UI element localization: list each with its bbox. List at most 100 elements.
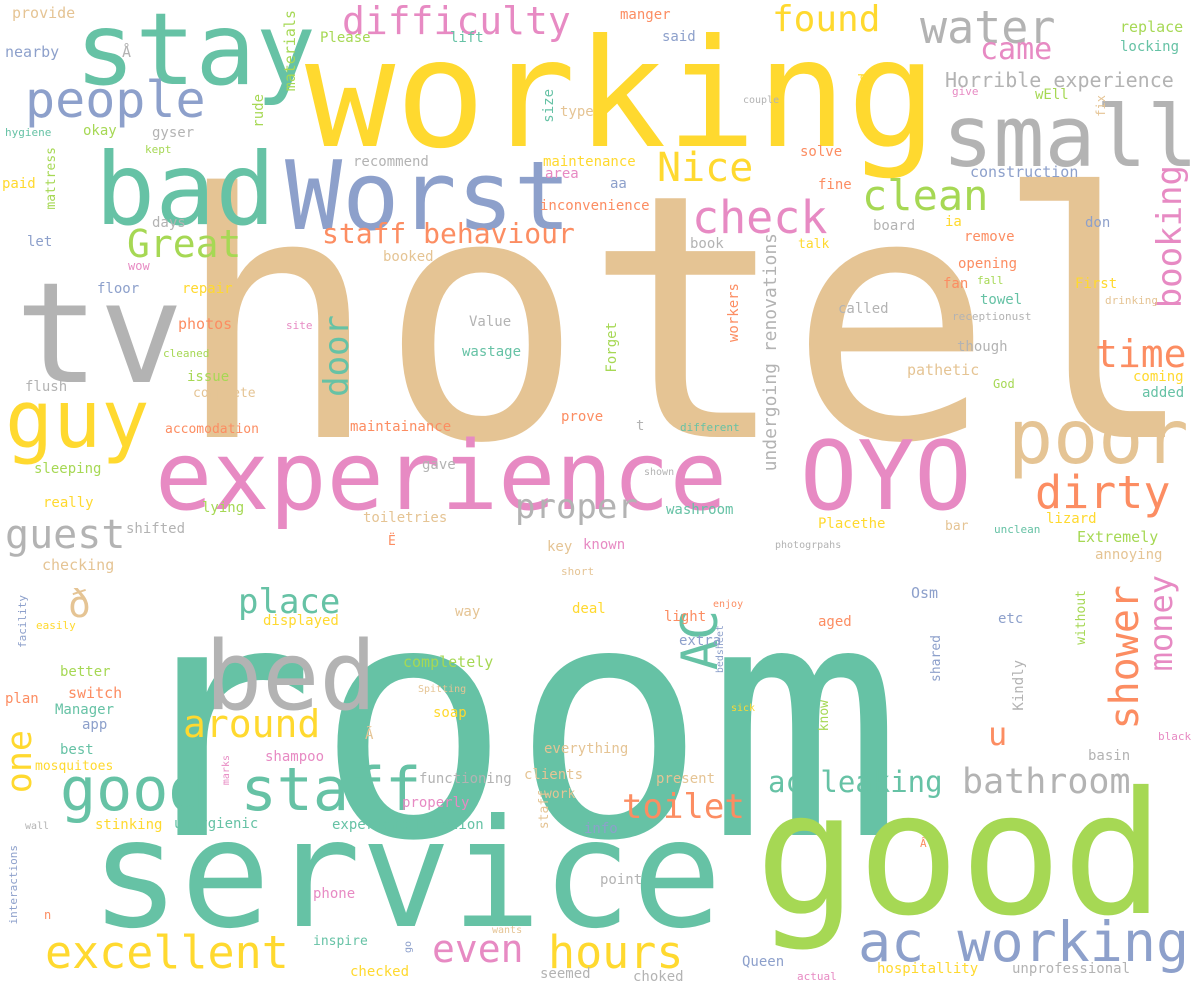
cloud-word: lizard <box>1046 511 1097 527</box>
cloud-word: short <box>561 565 595 578</box>
cloud-word: maintainance <box>350 419 452 435</box>
cloud-word: one <box>0 730 40 794</box>
cloud-word: give <box>952 85 979 98</box>
cloud-word: better <box>60 664 111 680</box>
cloud-word: issue <box>187 369 230 385</box>
cloud-word: pathetic <box>907 361 980 379</box>
cloud-word: lying <box>202 500 245 516</box>
cloud-word: really <box>43 495 94 511</box>
cloud-word: towel <box>980 292 1023 308</box>
cloud-word: properly <box>402 795 470 811</box>
cloud-word: switch <box>68 684 123 702</box>
cloud-word: undergoing renovations <box>760 233 781 472</box>
cloud-word: guest <box>5 512 126 558</box>
cloud-word: cleaned <box>163 347 210 360</box>
cloud-word: type <box>560 104 594 120</box>
cloud-word: displayed <box>263 613 339 629</box>
cloud-word: aged <box>818 614 852 630</box>
cloud-word: Great <box>127 222 242 266</box>
cloud-word: don <box>1085 215 1111 231</box>
cloud-word: Manager <box>55 702 115 718</box>
cloud-word: drinking <box>1105 294 1158 307</box>
cloud-word: guy <box>5 373 150 466</box>
cloud-word: best <box>60 742 94 758</box>
cloud-word: place <box>238 582 341 622</box>
cloud-word: found <box>772 0 881 40</box>
cloud-word: unhygienic <box>174 816 259 832</box>
cloud-word: Â <box>920 837 927 850</box>
cloud-word: solve <box>800 144 843 160</box>
cloud-word: Spitting <box>418 684 467 695</box>
cloud-word: etc <box>998 611 1024 627</box>
cloud-word: excellent <box>45 926 289 979</box>
cloud-word: construction <box>970 163 1079 181</box>
cloud-word: rude <box>251 94 267 128</box>
cloud-word: shower <box>1102 585 1148 730</box>
cloud-word: mosquitoes <box>35 759 114 774</box>
cloud-word: room <box>120 533 903 912</box>
cloud-word: deal <box>572 601 606 617</box>
cloud-word: clients <box>524 767 584 783</box>
cloud-word: okay <box>83 123 117 139</box>
cloud-word: different <box>680 421 740 434</box>
cloud-word: difficulty <box>342 0 571 43</box>
cloud-word: unprofessional <box>1012 961 1131 977</box>
cloud-word: plan <box>5 691 39 707</box>
cloud-word: fall <box>977 274 1004 287</box>
cloud-word: u <box>988 715 1008 753</box>
cloud-word: Ë <box>388 534 396 549</box>
cloud-word: floor <box>97 281 140 297</box>
cloud-word: opening <box>958 256 1018 272</box>
cloud-word: booking <box>1150 165 1190 309</box>
cloud-word: bad <box>95 131 276 248</box>
cloud-word: fan <box>943 276 969 292</box>
cloud-word: present <box>656 771 716 787</box>
cloud-word: easily <box>36 619 76 632</box>
cloud-word: ð <box>68 582 91 626</box>
cloud-word: time <box>1095 332 1187 376</box>
cloud-word: Please <box>320 30 371 46</box>
cloud-word: coming <box>1133 369 1184 385</box>
cloud-word: experienceLocation <box>332 817 484 833</box>
cloud-word: find <box>857 73 872 105</box>
cloud-word: hotel <box>174 122 1199 518</box>
cloud-word: bed <box>205 622 377 732</box>
cloud-word: shown <box>644 467 675 478</box>
cloud-word: even <box>432 927 524 971</box>
cloud-word: black <box>1158 730 1192 743</box>
cloud-word: clean <box>862 171 989 220</box>
cloud-word: God <box>993 377 1015 391</box>
cloud-word: phone <box>313 886 356 902</box>
cloud-word: though <box>957 339 1008 355</box>
cloud-word: Extremely <box>1077 528 1159 546</box>
cloud-word: gyser <box>152 125 195 141</box>
cloud-word: proper <box>515 487 638 527</box>
cloud-word: talk <box>798 237 830 252</box>
cloud-word: checked <box>350 964 410 980</box>
cloud-word: First <box>1075 276 1118 292</box>
cloud-word: toiletries <box>363 510 448 526</box>
cloud-word: annoying <box>1095 547 1163 563</box>
cloud-word: kept <box>145 143 172 156</box>
cloud-word: t <box>636 418 645 434</box>
cloud-word: bar <box>945 519 969 534</box>
cloud-word: hygiene <box>5 126 52 139</box>
cloud-word: flush <box>25 379 68 395</box>
cloud-word: provide <box>12 4 76 22</box>
cloud-word: Ã <box>365 727 374 743</box>
cloud-word: without <box>1074 590 1089 645</box>
cloud-word: remove <box>964 229 1015 245</box>
cloud-word: soap <box>433 705 467 721</box>
cloud-word: n <box>44 908 52 922</box>
cloud-word: Placethe <box>818 516 886 532</box>
cloud-word: actual <box>797 970 837 983</box>
cloud-word: Worst <box>285 142 571 252</box>
cloud-word: toilet <box>622 787 745 827</box>
cloud-word: fine <box>818 177 852 193</box>
cloud-word: wants <box>492 925 523 936</box>
cloud-word: water <box>920 1 1056 54</box>
cloud-word: repair <box>182 281 233 297</box>
cloud-word: shifted <box>126 521 186 537</box>
cloud-word: small <box>942 88 1198 187</box>
